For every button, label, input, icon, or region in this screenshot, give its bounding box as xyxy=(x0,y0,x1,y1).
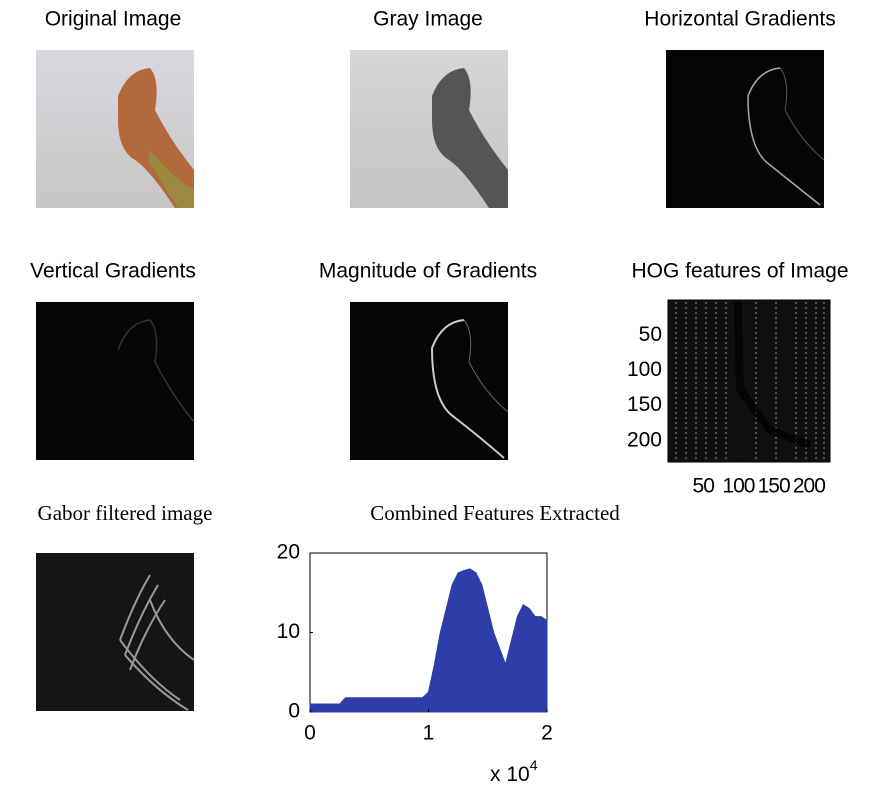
y-tick-label: 20 xyxy=(277,541,300,564)
x-tick-label: 2 xyxy=(541,722,553,745)
x-multiplier: x 104 xyxy=(490,757,538,786)
x-tick-label: 1 xyxy=(423,722,435,745)
horizontal-gradients-image xyxy=(666,50,824,208)
area xyxy=(310,569,547,712)
x-multiplier-base: x 10 xyxy=(490,763,530,786)
panel-title: Gabor filtered image xyxy=(38,501,213,525)
vertical-gradients-image xyxy=(36,302,194,460)
panel-title: Gray Image xyxy=(373,8,483,31)
panel-title: Horizontal Gradients xyxy=(644,8,835,31)
y-tick-label: 50 xyxy=(639,323,662,346)
y-tick-label: 10 xyxy=(277,620,300,643)
x-tick-label: 100 xyxy=(722,475,754,498)
x-tick-label: 50 xyxy=(693,475,715,498)
gray-image xyxy=(350,50,508,208)
figure: Original Image Gray Image Horizontal Gra… xyxy=(0,0,882,798)
y-tick-label: 100 xyxy=(627,358,662,381)
y-tick-label: 150 xyxy=(627,393,662,416)
magnitude-gradients-image xyxy=(350,302,508,460)
figure-canvas: Original Image Gray Image Horizontal Gra… xyxy=(0,0,882,798)
hog-image xyxy=(668,300,830,462)
x-tick-label: 0 xyxy=(304,722,316,745)
y-tick-label: 200 xyxy=(627,428,662,451)
panel-title: Magnitude of Gradients xyxy=(319,260,537,283)
panel-title: Vertical Gradients xyxy=(30,260,196,283)
y-tick-label: 0 xyxy=(288,700,300,723)
chart-title: HOG features of Image xyxy=(631,260,848,283)
original-image xyxy=(36,50,194,208)
x-multiplier-exponent: 4 xyxy=(530,757,538,773)
chart-title: Combined Features Extracted xyxy=(370,501,620,525)
gabor-image xyxy=(36,553,194,711)
panel-title: Original Image xyxy=(45,8,182,31)
x-tick-label: 150 xyxy=(758,475,790,498)
x-tick-label: 200 xyxy=(793,475,825,498)
